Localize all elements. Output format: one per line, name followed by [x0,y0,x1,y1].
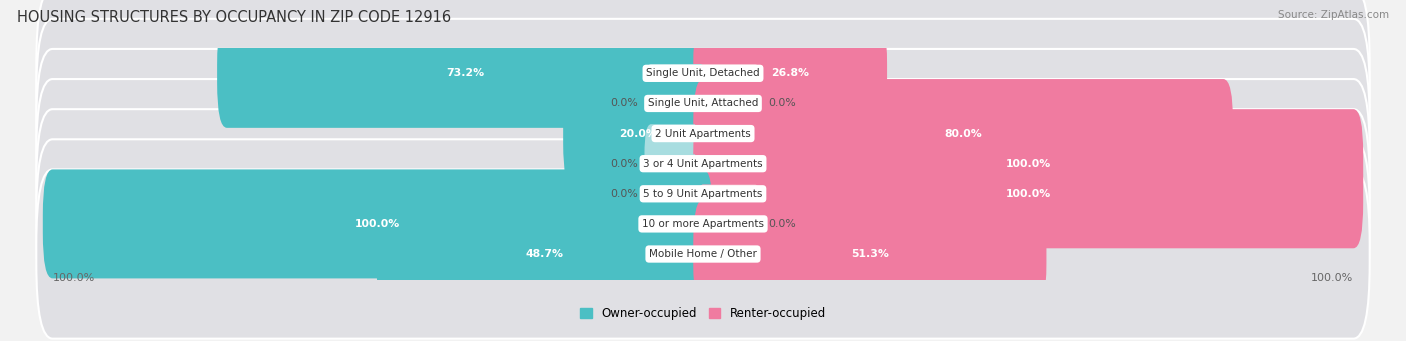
Text: 26.8%: 26.8% [770,68,810,78]
Text: 2 Unit Apartments: 2 Unit Apartments [655,129,751,138]
Text: 100.0%: 100.0% [356,219,401,229]
Text: 100.0%: 100.0% [52,272,94,282]
FancyBboxPatch shape [644,154,710,233]
Text: 51.3%: 51.3% [851,249,889,259]
FancyBboxPatch shape [37,0,1369,158]
FancyBboxPatch shape [217,19,713,128]
Text: 0.0%: 0.0% [610,99,638,108]
Text: 3 or 4 Unit Apartments: 3 or 4 Unit Apartments [643,159,763,169]
Text: 80.0%: 80.0% [945,129,981,138]
Text: Source: ZipAtlas.com: Source: ZipAtlas.com [1278,10,1389,20]
Text: 0.0%: 0.0% [610,159,638,169]
FancyBboxPatch shape [696,64,762,143]
FancyBboxPatch shape [37,139,1369,309]
Text: HOUSING STRUCTURES BY OCCUPANCY IN ZIP CODE 12916: HOUSING STRUCTURES BY OCCUPANCY IN ZIP C… [17,10,451,25]
FancyBboxPatch shape [37,19,1369,188]
FancyBboxPatch shape [693,139,1364,248]
FancyBboxPatch shape [377,199,713,309]
Text: 48.7%: 48.7% [526,249,564,259]
Text: Mobile Home / Other: Mobile Home / Other [650,249,756,259]
FancyBboxPatch shape [564,79,713,188]
Text: 0.0%: 0.0% [610,189,638,199]
Text: 0.0%: 0.0% [768,99,796,108]
Text: 0.0%: 0.0% [768,219,796,229]
Text: 100.0%: 100.0% [1005,159,1050,169]
FancyBboxPatch shape [644,64,710,143]
FancyBboxPatch shape [42,169,713,278]
Text: 5 to 9 Unit Apartments: 5 to 9 Unit Apartments [644,189,762,199]
FancyBboxPatch shape [37,49,1369,218]
FancyBboxPatch shape [693,19,887,128]
Text: 100.0%: 100.0% [1005,189,1050,199]
FancyBboxPatch shape [693,109,1364,218]
FancyBboxPatch shape [693,79,1233,188]
Text: 20.0%: 20.0% [619,129,657,138]
Text: 100.0%: 100.0% [1312,272,1354,282]
Legend: Owner-occupied, Renter-occupied: Owner-occupied, Renter-occupied [575,302,831,325]
Text: Single Unit, Attached: Single Unit, Attached [648,99,758,108]
FancyBboxPatch shape [696,184,762,263]
FancyBboxPatch shape [37,169,1369,339]
Text: 10 or more Apartments: 10 or more Apartments [643,219,763,229]
Text: Single Unit, Detached: Single Unit, Detached [647,68,759,78]
FancyBboxPatch shape [37,109,1369,278]
FancyBboxPatch shape [37,79,1369,248]
Text: 73.2%: 73.2% [446,68,484,78]
FancyBboxPatch shape [644,124,710,203]
FancyBboxPatch shape [693,199,1046,309]
